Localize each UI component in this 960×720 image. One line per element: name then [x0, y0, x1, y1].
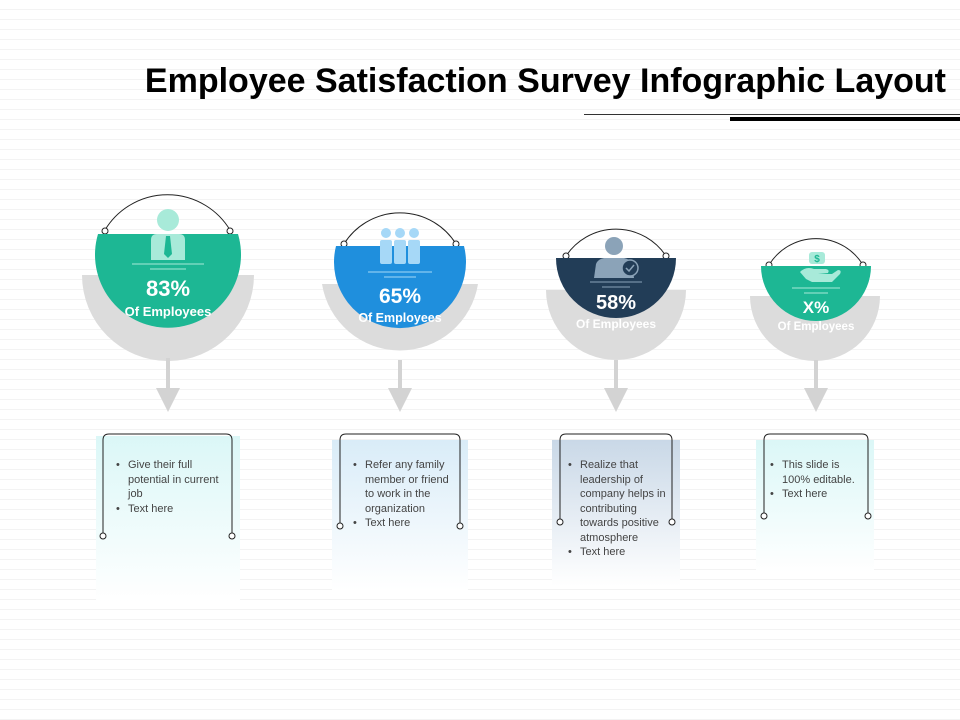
text-box-4: This slide is 100% editable. Text here	[768, 458, 868, 502]
stat-value: 83%	[145, 276, 191, 301]
person-with-tie-icon	[151, 209, 185, 260]
decorative-dashes	[792, 287, 840, 294]
decorative-dashes	[368, 271, 432, 278]
bracket-3	[556, 433, 676, 526]
decorative-dashes	[590, 281, 642, 288]
down-arrow-4	[804, 360, 828, 412]
bullet-item: Realize that leadership of company helps…	[568, 458, 666, 545]
decorative-dashes	[132, 263, 204, 270]
text-box-1: Give their full potential in current job…	[114, 458, 224, 516]
stat-text-4: X% Of Employees	[762, 298, 870, 333]
bullet-item: This slide is 100% editable.	[770, 458, 868, 487]
stat-label: Of Employees	[124, 304, 212, 319]
person-with-checkmark-icon	[594, 237, 639, 278]
bracket-1	[99, 433, 236, 540]
bullet-item: Text here	[568, 545, 666, 560]
down-arrow-1	[156, 358, 180, 412]
slide-title: Employee Satisfaction Survey Infographic…	[144, 62, 946, 100]
stat-text-2: 65% Of Employees	[334, 285, 466, 325]
bullet-item: Give their full potential in current job	[116, 458, 224, 502]
bracket-4	[760, 433, 872, 520]
title-underline-thin	[584, 114, 960, 115]
bullet-item: Text here	[353, 516, 455, 531]
group-of-people-icon	[380, 228, 420, 264]
stat-text-3: 58% Of Employees	[558, 292, 674, 331]
bullet-item: Text here	[770, 487, 868, 502]
svg-text:$: $	[814, 254, 820, 265]
hand-holding-dollar-icon: $	[800, 252, 841, 282]
stat-value: X%	[802, 298, 830, 317]
down-arrow-3	[604, 360, 628, 412]
text-box-3: Realize that leadership of company helps…	[566, 458, 666, 560]
down-arrow-2	[388, 360, 412, 412]
stat-value: 58%	[595, 292, 637, 314]
title-underline-thick	[730, 117, 960, 121]
stat-label: Of Employees	[575, 317, 657, 331]
stat-value: 65%	[378, 285, 422, 308]
bullet-item: Text here	[116, 502, 224, 517]
text-box-2: Refer any family member or friend to wor…	[351, 458, 455, 531]
stat-label: Of Employees	[358, 311, 442, 325]
stat-label: Of Employees	[777, 321, 855, 333]
stat-text-1: 83% Of Employees	[98, 276, 238, 319]
bracket-2	[336, 433, 464, 530]
bullet-item: Refer any family member or friend to wor…	[353, 458, 455, 516]
